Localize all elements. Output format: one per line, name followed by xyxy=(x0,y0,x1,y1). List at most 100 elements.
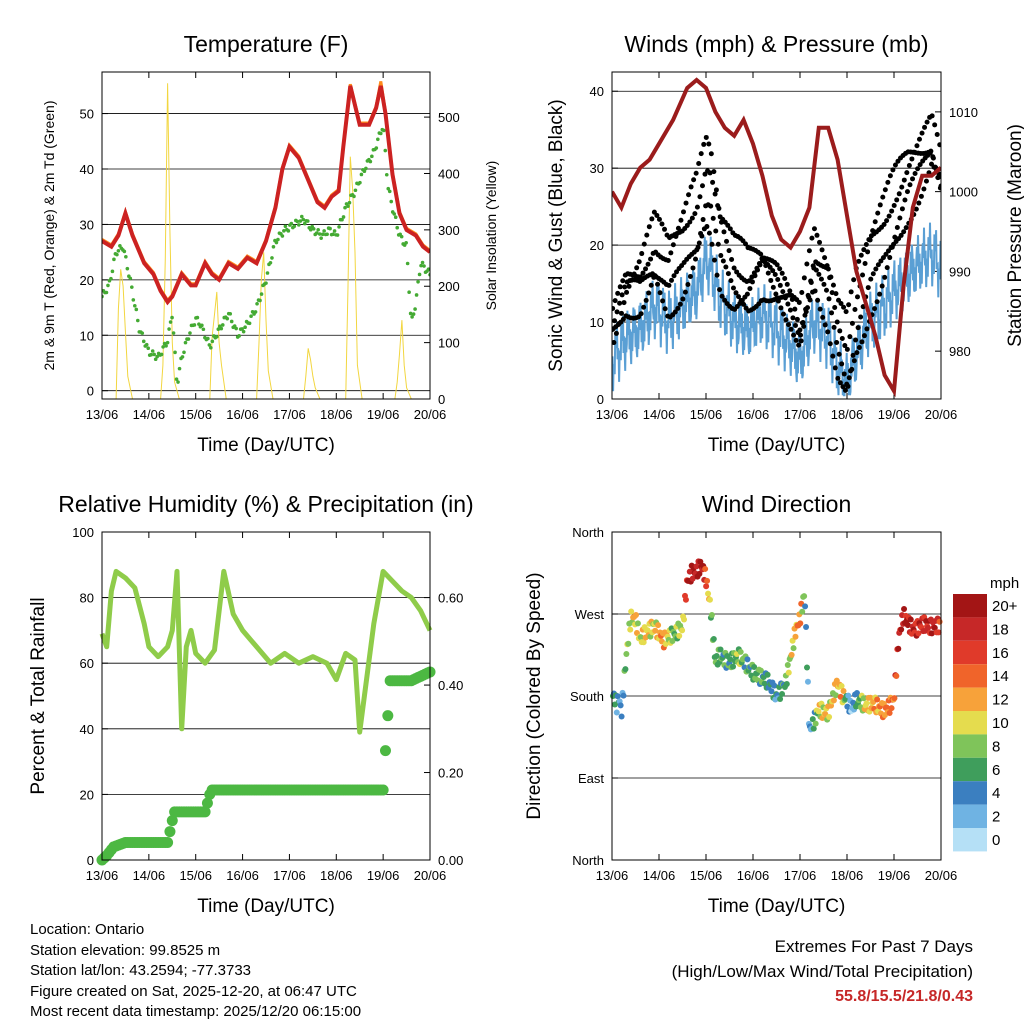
gust-point xyxy=(724,238,730,244)
gust-point xyxy=(889,208,895,214)
y2-tick-label: 100 xyxy=(438,336,460,351)
td-point xyxy=(219,326,224,331)
series-gust xyxy=(612,113,941,393)
direction-point xyxy=(681,616,688,623)
gust-point xyxy=(725,222,731,228)
colorbar-swatch xyxy=(953,664,987,688)
td-point xyxy=(343,205,347,210)
direction-point xyxy=(617,702,624,709)
gust-point xyxy=(929,113,935,119)
gust-point xyxy=(790,315,796,321)
gust-point xyxy=(694,204,700,210)
gust-point xyxy=(786,322,792,328)
td-point xyxy=(183,340,188,345)
direction-point xyxy=(686,568,693,575)
gust-point xyxy=(648,256,654,262)
td-point xyxy=(146,346,151,351)
x-tick-label: 19/06 xyxy=(878,407,911,422)
gust-point xyxy=(725,271,731,277)
gust-point xyxy=(838,300,844,306)
x-tick-label: 13/06 xyxy=(596,868,629,883)
td-point xyxy=(150,349,155,353)
direction-point xyxy=(652,627,659,634)
direction-point xyxy=(644,627,651,634)
gust-point xyxy=(787,288,793,294)
gust-point xyxy=(938,183,941,189)
td-point xyxy=(301,217,306,222)
td-point xyxy=(358,180,362,185)
colorbar-title: mph xyxy=(990,575,1019,592)
gust-point xyxy=(805,305,811,311)
direction-point xyxy=(730,663,737,670)
td-point xyxy=(125,266,130,271)
gust-point xyxy=(870,271,876,277)
td-point xyxy=(426,267,430,272)
gust-point xyxy=(837,380,843,386)
gust-point xyxy=(807,297,813,303)
extremes-panel: Extremes For Past 7 Days (High/Low/Max W… xyxy=(672,934,973,1009)
gust-point xyxy=(854,350,860,356)
td-point xyxy=(192,323,197,327)
gust-point xyxy=(829,290,835,296)
td-point xyxy=(346,204,350,209)
gust-point xyxy=(919,130,925,136)
series-9m-t xyxy=(102,81,430,303)
y-tick-label: 40 xyxy=(80,162,94,177)
gust-point xyxy=(882,187,888,193)
direction-point xyxy=(708,611,715,618)
y-tick-label: 10 xyxy=(80,328,94,343)
gust-point xyxy=(830,353,836,359)
direction-point xyxy=(904,622,911,629)
td-point xyxy=(220,323,225,327)
gust-point xyxy=(699,183,705,189)
td-point xyxy=(241,329,246,334)
x-tick-label: 15/06 xyxy=(179,868,212,883)
gust-point xyxy=(879,283,885,289)
direction-point xyxy=(863,700,870,707)
gust-point xyxy=(726,248,732,254)
td-point xyxy=(298,219,303,223)
y-tick-label: North xyxy=(572,525,604,540)
direction-point xyxy=(936,618,943,625)
gust-point xyxy=(850,352,856,358)
direction-point xyxy=(935,629,942,636)
gust-point xyxy=(656,216,662,222)
gust-point xyxy=(777,282,783,288)
td-point xyxy=(332,229,337,233)
extremes-subtitle: (High/Low/Max Wind/Total Precipitation) xyxy=(671,962,973,981)
direction-point xyxy=(898,626,905,633)
gust-point xyxy=(645,261,651,267)
gust-point xyxy=(901,177,907,183)
gust-point xyxy=(620,278,626,284)
td-point xyxy=(392,212,397,216)
td-point xyxy=(376,137,380,142)
td-point xyxy=(122,249,127,254)
gust-point xyxy=(887,173,893,179)
direction-point xyxy=(625,640,632,647)
gust-point xyxy=(897,215,903,221)
td-point xyxy=(353,188,358,193)
gust-point xyxy=(835,375,841,381)
direction-points xyxy=(609,558,943,733)
gust-point xyxy=(717,287,723,293)
td-point xyxy=(364,166,368,171)
y-tick-label: 20 xyxy=(590,238,604,253)
colorbar-label: 4 xyxy=(992,785,1000,802)
td-point xyxy=(210,339,215,344)
gust-point xyxy=(899,206,905,212)
gust-point xyxy=(823,287,829,293)
y2-tick-label: 990 xyxy=(949,264,971,279)
td-point xyxy=(188,331,192,335)
gust-point xyxy=(861,247,867,253)
chart-title: Wind Direction xyxy=(702,491,852,517)
colorbar-label: 14 xyxy=(992,668,1009,685)
gust-point xyxy=(832,365,838,371)
direction-point xyxy=(832,692,839,699)
gust-point xyxy=(856,258,862,264)
td-point xyxy=(128,276,133,281)
td-point xyxy=(195,315,200,320)
gust-point xyxy=(854,294,860,300)
td-point xyxy=(419,263,423,268)
td-point xyxy=(133,303,137,308)
y2-tick-label: 1000 xyxy=(949,185,978,200)
